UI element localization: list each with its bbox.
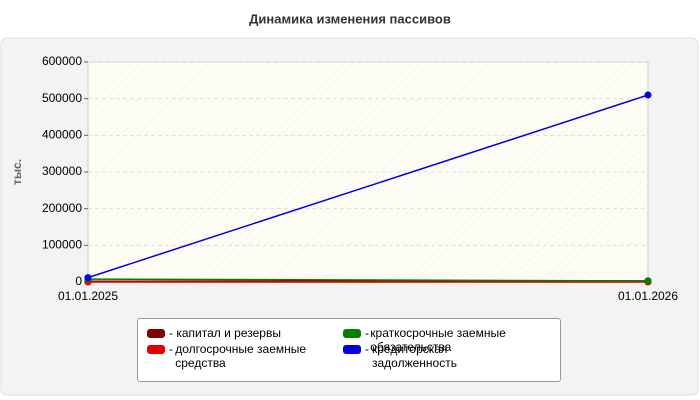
series-line <box>87 278 649 282</box>
y-tick-label: 100000 <box>42 238 82 252</box>
chart-title: Динамика изменения пассивов <box>249 11 451 26</box>
y-axis-label: тыс. <box>10 159 24 185</box>
data-point <box>644 91 652 99</box>
legend-swatch <box>147 329 165 338</box>
legend-swatch <box>343 345 361 354</box>
legend-label: краткосрочные заемные обязательства <box>370 326 506 354</box>
x-tick-label: 01.01.2026 <box>618 289 678 303</box>
legend-item: - долгосрочные заемные средства <box>147 342 332 370</box>
y-tick-label: 0 <box>75 274 82 288</box>
data-point <box>644 277 652 285</box>
y-tick-label: 500000 <box>42 91 82 105</box>
legend-dash: - <box>365 326 369 354</box>
legend-swatch <box>147 345 165 354</box>
legend-dash: - <box>365 342 369 370</box>
y-tick-label: 600000 <box>42 54 82 68</box>
legend-item: - кредиторская задолженность <box>343 342 528 370</box>
legend-label: капитал и резервы <box>176 326 281 340</box>
legend-label: долгосрочные заемные средства <box>175 342 307 370</box>
legend-dash: - <box>169 342 173 370</box>
data-point <box>84 274 92 282</box>
legend-item: - капитал и резервы <box>147 326 332 340</box>
legend: - капитал и резервы - долгосрочные заемны… <box>137 318 561 382</box>
legend-dash: - <box>169 326 177 340</box>
x-tick-label: 01.01.2025 <box>58 289 118 303</box>
legend-item: - краткосрочные заемные обязательства <box>343 326 528 354</box>
y-tick-label: 300000 <box>42 164 82 178</box>
legend-label: кредиторская задолженность <box>372 342 457 370</box>
y-tick-label: 200000 <box>42 201 82 215</box>
series-line <box>87 94 649 279</box>
legend-swatch <box>343 329 361 338</box>
y-tick-label: 400000 <box>42 128 82 142</box>
